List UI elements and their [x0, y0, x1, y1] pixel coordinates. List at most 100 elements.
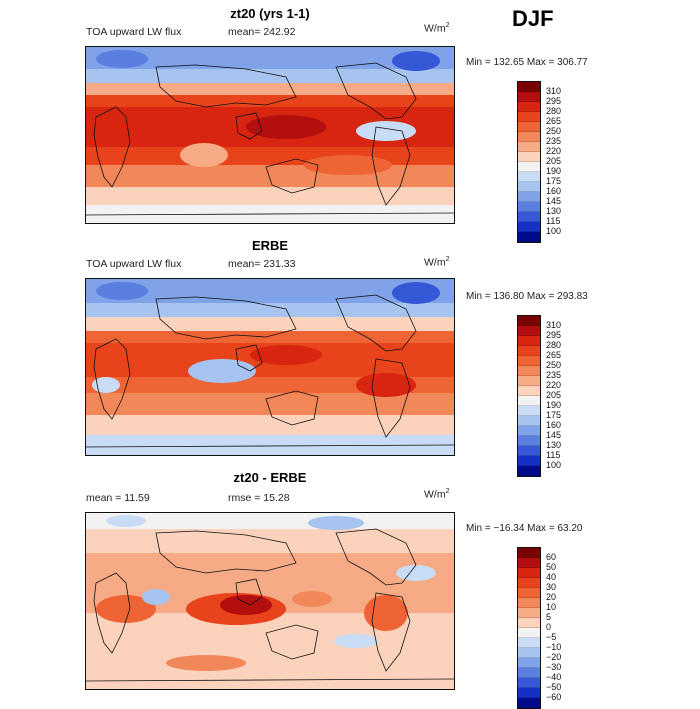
panel1-minmax: Min = 132.65 Max = 306.77	[466, 57, 588, 68]
colorbar-swatch	[518, 668, 540, 678]
colorbar-tick: 145	[546, 430, 562, 440]
panel3-title: zt20 - ERBE	[233, 470, 307, 485]
panel2-mean: mean= 231.33	[228, 258, 296, 270]
colorbar-tick: −5	[546, 632, 557, 642]
colorbar-tick: 190	[546, 400, 562, 410]
colorbar-tick: 160	[546, 186, 562, 196]
colorbar-swatch	[518, 406, 540, 416]
colorbar-swatch	[518, 578, 540, 588]
colorbar-swatch	[518, 466, 540, 476]
panel2-field	[86, 279, 454, 455]
panel3-rmse: rmse = 15.28	[228, 492, 290, 504]
colorbar-tick: −60	[546, 692, 562, 702]
panel2-colorbar-ticks: 310 295 280 265 250 235 220 205 190 175 …	[546, 320, 561, 470]
panel2-title: ERBE	[251, 238, 289, 253]
colorbar-swatch	[518, 326, 540, 336]
colorbar-swatch	[518, 152, 540, 162]
colorbar-tick: 100	[546, 460, 562, 470]
colorbar-swatch	[518, 638, 540, 648]
colorbar-swatch	[518, 446, 540, 456]
colorbar-tick: 280	[546, 340, 562, 350]
colorbar-tick: 235	[546, 370, 562, 380]
colorbar-swatch	[518, 182, 540, 192]
panel1-field	[86, 47, 454, 223]
colorbar-tick: 250	[546, 126, 562, 136]
panel3-colorbar	[517, 547, 541, 709]
colorbar-swatch	[518, 456, 540, 466]
colorbar-tick: −20	[546, 652, 562, 662]
colorbar-swatch	[518, 232, 540, 242]
colorbar-swatch	[518, 212, 540, 222]
panel3-map	[85, 512, 455, 690]
panel3-mean: mean = 11.59	[86, 492, 150, 504]
colorbar-swatch	[518, 628, 540, 638]
colorbar-tick: 235	[546, 136, 562, 146]
colorbar-swatch	[518, 688, 540, 698]
colorbar-tick: 190	[546, 166, 562, 176]
colorbar-swatch	[518, 568, 540, 578]
colorbar-tick: 295	[546, 96, 562, 106]
colorbar-tick: 265	[546, 116, 562, 126]
colorbar-tick: 250	[546, 360, 562, 370]
colorbar-swatch	[518, 192, 540, 202]
colorbar-swatch	[518, 122, 540, 132]
colorbar-swatch	[518, 202, 540, 212]
season-label: DJF	[512, 6, 554, 31]
colorbar-tick: 310	[546, 320, 562, 330]
colorbar-swatch	[518, 102, 540, 112]
colorbar-tick: 220	[546, 380, 562, 390]
panel1-mean: mean= 242.92	[228, 26, 296, 38]
colorbar-swatch	[518, 92, 540, 102]
colorbar-swatch	[518, 336, 540, 346]
panel2-map	[85, 278, 455, 456]
panel2-minmax: Min = 136.80 Max = 293.83	[466, 291, 588, 302]
colorbar-swatch	[518, 618, 540, 628]
colorbar-tick: 130	[546, 206, 562, 216]
colorbar-swatch	[518, 376, 540, 386]
colorbar-tick: 280	[546, 106, 562, 116]
colorbar-swatch	[518, 558, 540, 568]
panel3-field	[86, 513, 454, 689]
colorbar-swatch	[518, 222, 540, 232]
colorbar-tick: 50	[546, 562, 557, 572]
colorbar-swatch	[518, 608, 540, 618]
colorbar-swatch	[518, 598, 540, 608]
colorbar-tick: 310	[546, 86, 562, 96]
colorbar-tick: 30	[546, 582, 557, 592]
colorbar-swatch	[518, 316, 540, 326]
colorbar-swatch	[518, 658, 540, 668]
colorbar-tick: 115	[546, 450, 561, 460]
panel1-title: zt20 (yrs 1-1)	[230, 6, 310, 21]
colorbar-tick: 40	[546, 572, 557, 582]
colorbar-tick: 295	[546, 330, 562, 340]
panel2-variable: TOA upward LW flux	[86, 258, 182, 270]
colorbar-swatch	[518, 132, 540, 142]
colorbar-tick: −50	[546, 682, 562, 692]
colorbar-swatch	[518, 648, 540, 658]
colorbar-tick: −10	[546, 642, 562, 652]
colorbar-tick: 205	[546, 390, 562, 400]
colorbar-tick: 205	[546, 156, 562, 166]
colorbar-swatch	[518, 416, 540, 426]
colorbar-tick: 220	[546, 146, 562, 156]
colorbar-tick: 20	[546, 592, 557, 602]
panel3-units: W/m2	[424, 488, 450, 501]
colorbar-swatch	[518, 436, 540, 446]
panel1-units: W/m2	[424, 22, 450, 35]
colorbar-swatch	[518, 426, 540, 436]
colorbar-swatch	[518, 356, 540, 366]
colorbar-swatch	[518, 396, 540, 406]
colorbar-swatch	[518, 162, 540, 172]
panel2-colorbar	[517, 315, 541, 477]
colorbar-tick: 160	[546, 420, 562, 430]
colorbar-tick: 130	[546, 440, 562, 450]
panel1-colorbar	[517, 81, 541, 243]
colorbar-swatch	[518, 548, 540, 558]
colorbar-swatch	[518, 172, 540, 182]
colorbar-swatch	[518, 346, 540, 356]
colorbar-tick: 5	[546, 612, 552, 622]
colorbar-tick: 10	[546, 602, 557, 612]
colorbar-swatch	[518, 142, 540, 152]
colorbar-swatch	[518, 678, 540, 688]
colorbar-tick: 175	[546, 176, 562, 186]
